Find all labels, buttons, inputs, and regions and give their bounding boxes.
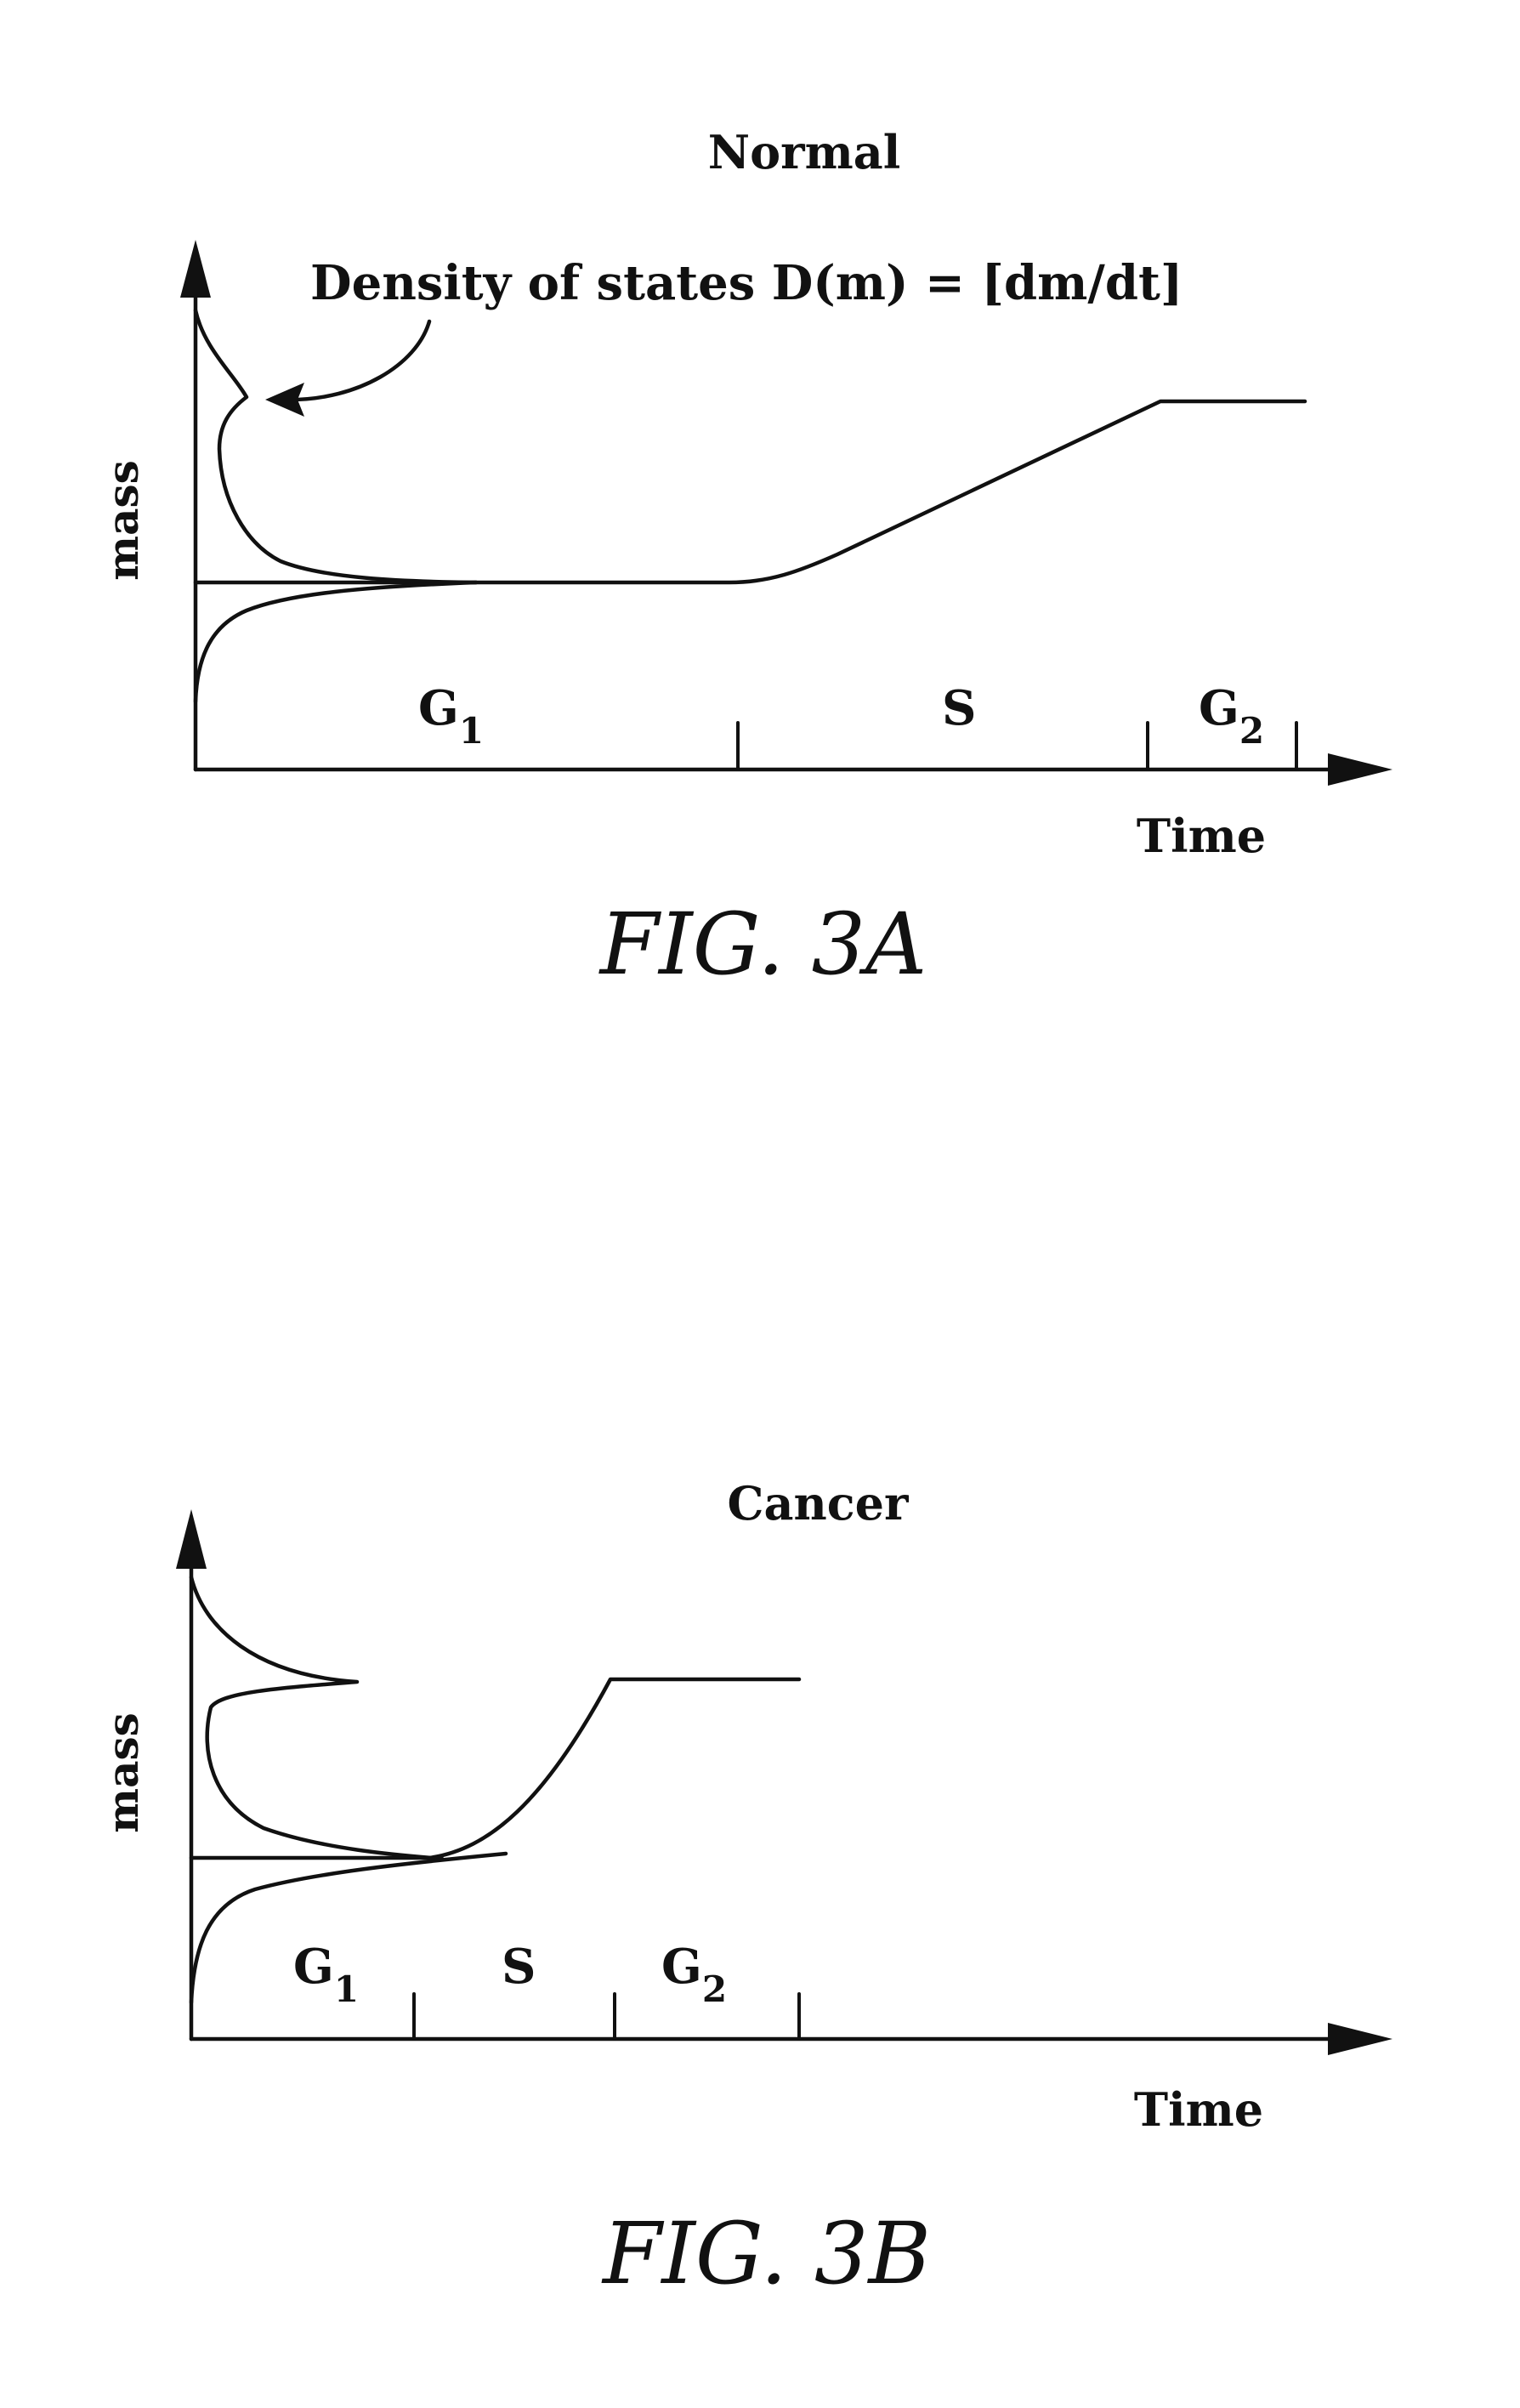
fig3a-density-upper [196, 310, 476, 582]
fig3a-phase-s: S [942, 680, 976, 736]
fig3a-phase-g1: G1 [418, 680, 484, 752]
fig3b-ylabel: mass [98, 1712, 148, 1833]
fig3b-phase-g2: G2 [661, 1939, 727, 2010]
fig3a-annotation: Density of states D(m) = [dm/dt] [310, 255, 1183, 311]
fig3b-y-axis-arrowhead [176, 1509, 207, 1569]
fig3a-xlabel: Time [1137, 809, 1266, 863]
fig3a-phase-g1-sub: 1 [459, 710, 484, 752]
fig3b-title: Cancer [728, 1476, 909, 1531]
fig3a-phase-g2: G2 [1199, 680, 1264, 752]
fig3b-density-upper [191, 1577, 442, 1859]
fig3b-phase-s: S [502, 1939, 536, 1995]
fig3a-phase-g1-letter: G [418, 680, 459, 736]
fig3a-annotation-arrow-shaft [291, 321, 429, 400]
fig3b-mass-trajectory [191, 1679, 799, 1858]
fig3b-caption: FIG. 3B [601, 2204, 931, 2303]
fig3a-y-axis-arrowhead [180, 240, 211, 298]
fig3b-phase-g1-letter: G [293, 1939, 334, 1995]
fig3b-phase-g2-letter: G [661, 1939, 702, 1995]
fig3a-phase-g2-sub: 2 [1239, 710, 1264, 752]
fig3b-phase-g1: G1 [293, 1939, 359, 2010]
fig3a-title: Normal [708, 125, 900, 179]
fig3b-phase-g2-sub: 2 [702, 1968, 727, 2010]
figure-3a: Normal Density of states D(m) = [dm/dt] … [98, 125, 1392, 994]
fig3a-caption: FIG. 3A [598, 894, 927, 994]
fig3a-ylabel: mass [98, 460, 148, 581]
fig3a-x-axis-arrowhead [1328, 753, 1392, 786]
figure-3b: Cancer mass G1 S G2 Time FIG. 3B [98, 1476, 1392, 2303]
fig3b-x-axis-arrowhead [1328, 2023, 1392, 2055]
fig3b-xlabel: Time [1134, 2082, 1263, 2137]
fig3a-mass-trajectory [196, 401, 1305, 582]
fig3b-phase-g1-sub: 1 [334, 1968, 359, 2010]
fig3a-phase-g2-letter: G [1199, 680, 1239, 736]
